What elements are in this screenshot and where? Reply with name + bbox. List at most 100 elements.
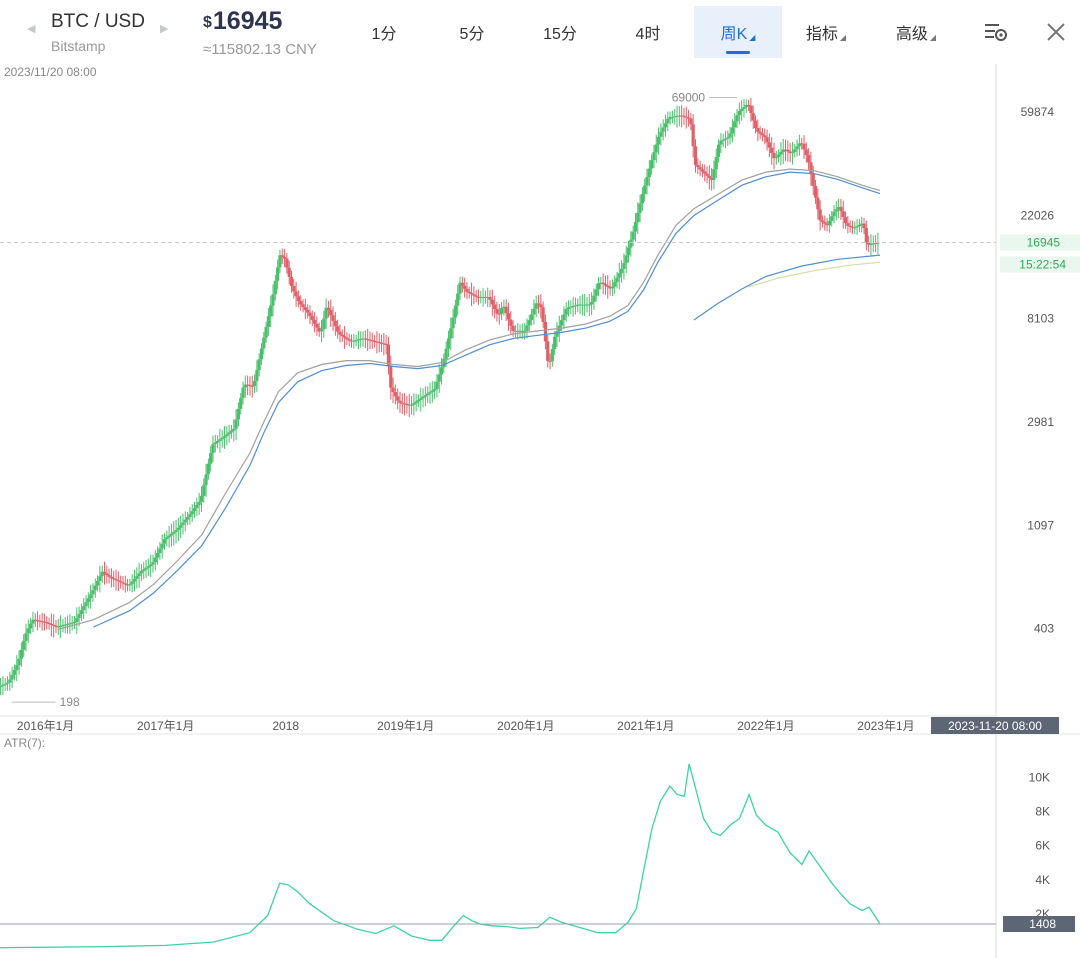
candle <box>29 618 33 635</box>
candle-body <box>467 291 471 294</box>
candle <box>650 154 654 175</box>
close-icon[interactable] <box>1042 18 1070 46</box>
candle <box>5 676 10 691</box>
candle-body <box>756 128 760 132</box>
candle <box>319 320 324 342</box>
candle-body <box>287 267 291 277</box>
candle <box>843 211 848 230</box>
candle <box>151 554 155 573</box>
tab-5min[interactable]: 5分 <box>428 6 516 58</box>
candle-body <box>620 268 624 274</box>
candle-body <box>107 575 111 577</box>
candle-body <box>650 160 654 169</box>
candle-body <box>211 444 215 453</box>
candle-body <box>673 116 677 118</box>
candle-body <box>550 349 554 362</box>
candle-body <box>35 620 40 622</box>
candle <box>296 290 301 308</box>
candle <box>663 114 668 137</box>
candle <box>474 290 478 303</box>
pair-title[interactable]: BTC / USD <box>51 11 145 32</box>
candle <box>726 130 730 146</box>
candle-body <box>837 207 841 210</box>
candle-body <box>296 296 301 302</box>
candle <box>377 333 381 353</box>
candle <box>580 294 584 316</box>
candle-body <box>786 149 790 152</box>
candle-body <box>682 115 686 117</box>
candle <box>259 343 264 365</box>
candle-body <box>698 167 702 170</box>
tab-15min[interactable]: 15分 <box>516 6 604 58</box>
candle <box>876 232 880 255</box>
chart-settings-icon[interactable] <box>982 18 1010 46</box>
candle <box>458 276 462 301</box>
candle-body <box>216 440 220 443</box>
candle-body <box>555 331 559 337</box>
candle <box>125 578 130 592</box>
candle <box>400 393 404 414</box>
candle-body <box>396 396 400 401</box>
candle-body <box>278 255 282 268</box>
candle <box>779 142 783 166</box>
x-tick-label: 2017年1月 <box>137 719 194 733</box>
x-tick-label: 2023年1月 <box>857 719 914 733</box>
candle-body <box>102 571 107 574</box>
candle <box>179 515 183 538</box>
candle-body <box>12 670 17 675</box>
tab-advanced[interactable]: 高级 ◢ <box>872 6 960 58</box>
candle-body <box>169 533 174 536</box>
candle <box>137 562 141 588</box>
candle-body <box>553 336 557 350</box>
candle <box>550 343 554 367</box>
candle-body <box>546 341 550 361</box>
candle-body <box>75 618 79 623</box>
candle-body <box>439 367 444 375</box>
candle <box>8 671 12 691</box>
candle-body <box>40 621 44 623</box>
candle-body <box>520 330 524 332</box>
candle <box>285 253 289 274</box>
countdown-tag <box>1000 256 1080 273</box>
candle <box>419 387 423 412</box>
candle-body <box>631 231 635 240</box>
current-price: $16945 <box>203 7 282 36</box>
y-tick-label: 2981 <box>1027 415 1054 429</box>
candle-body <box>1 684 5 686</box>
candle <box>518 324 522 338</box>
candle-body <box>802 143 806 150</box>
chevron-right-icon[interactable]: ▶ <box>160 23 169 35</box>
candle-body <box>89 594 93 599</box>
candle-body <box>407 404 411 406</box>
tab-indicators[interactable]: 指标 ◢ <box>782 6 870 58</box>
tab-label: 5分 <box>459 26 485 43</box>
chevron-left-icon[interactable]: ◀ <box>27 23 36 35</box>
candle-body <box>257 359 261 371</box>
tab-weekly[interactable]: 周K ◢ <box>694 6 782 58</box>
candle-body <box>809 162 813 175</box>
y-tick-label: 8103 <box>1027 312 1054 326</box>
candle <box>608 280 612 296</box>
candle <box>451 308 455 338</box>
candle-body <box>790 152 795 154</box>
candle-body <box>740 109 744 112</box>
candle <box>211 435 215 463</box>
candle <box>303 298 307 320</box>
candle-body <box>458 282 462 294</box>
candle <box>830 210 834 227</box>
candle-body <box>172 531 176 534</box>
tab-4hour[interactable]: 4时 <box>604 6 692 58</box>
candle-body <box>317 327 321 332</box>
candle <box>460 276 464 293</box>
tab-label: 指标 <box>805 26 838 43</box>
candle-body <box>206 463 210 475</box>
candle <box>356 330 361 350</box>
candle <box>626 240 631 263</box>
candle <box>513 324 518 338</box>
candle <box>737 102 741 125</box>
candle <box>396 388 400 410</box>
x-tick-label: 2022年1月 <box>737 719 794 733</box>
tab-1min[interactable]: 1分 <box>340 6 428 58</box>
candle <box>777 149 781 163</box>
